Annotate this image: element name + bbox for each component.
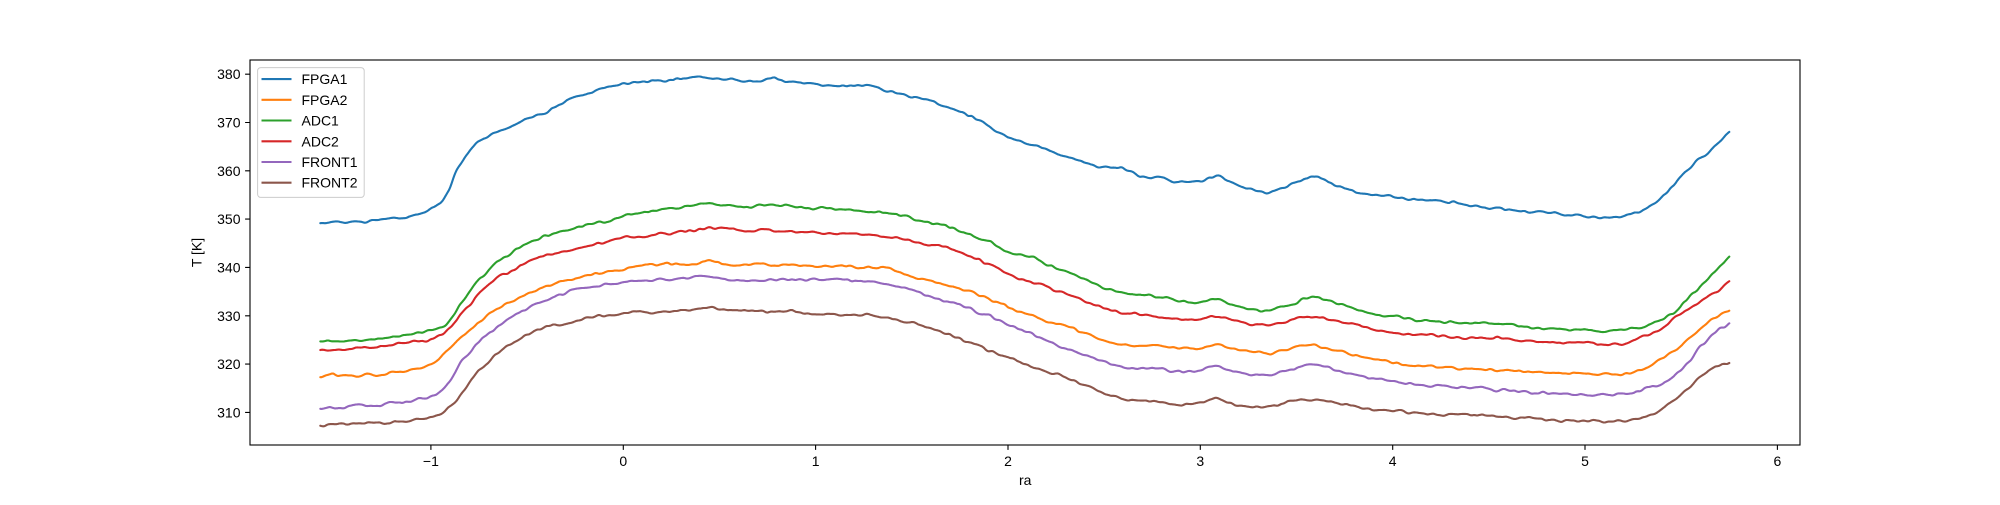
- svg-text:ra: ra: [1019, 472, 1032, 488]
- svg-text:FPGA2: FPGA2: [302, 92, 348, 108]
- svg-text:330: 330: [217, 308, 241, 324]
- svg-text:T [K]: T [K]: [189, 238, 205, 267]
- svg-text:ADC1: ADC1: [302, 113, 340, 129]
- svg-text:370: 370: [217, 115, 241, 131]
- svg-text:2: 2: [1004, 453, 1012, 469]
- svg-text:0: 0: [619, 453, 627, 469]
- svg-text:4: 4: [1389, 453, 1397, 469]
- svg-text:1: 1: [812, 453, 820, 469]
- svg-text:6: 6: [1774, 453, 1782, 469]
- svg-text:320: 320: [217, 356, 241, 372]
- svg-text:380: 380: [217, 66, 241, 82]
- svg-text:310: 310: [217, 404, 241, 420]
- svg-text:FRONT1: FRONT1: [302, 154, 358, 170]
- svg-text:FRONT2: FRONT2: [302, 175, 358, 191]
- svg-text:360: 360: [217, 163, 241, 179]
- svg-text:FPGA1: FPGA1: [302, 71, 348, 87]
- svg-text:350: 350: [217, 211, 241, 227]
- svg-text:5: 5: [1581, 453, 1589, 469]
- svg-text:3: 3: [1196, 453, 1204, 469]
- svg-text:340: 340: [217, 259, 241, 275]
- svg-text:ADC2: ADC2: [302, 133, 340, 149]
- svg-text:−1: −1: [423, 453, 439, 469]
